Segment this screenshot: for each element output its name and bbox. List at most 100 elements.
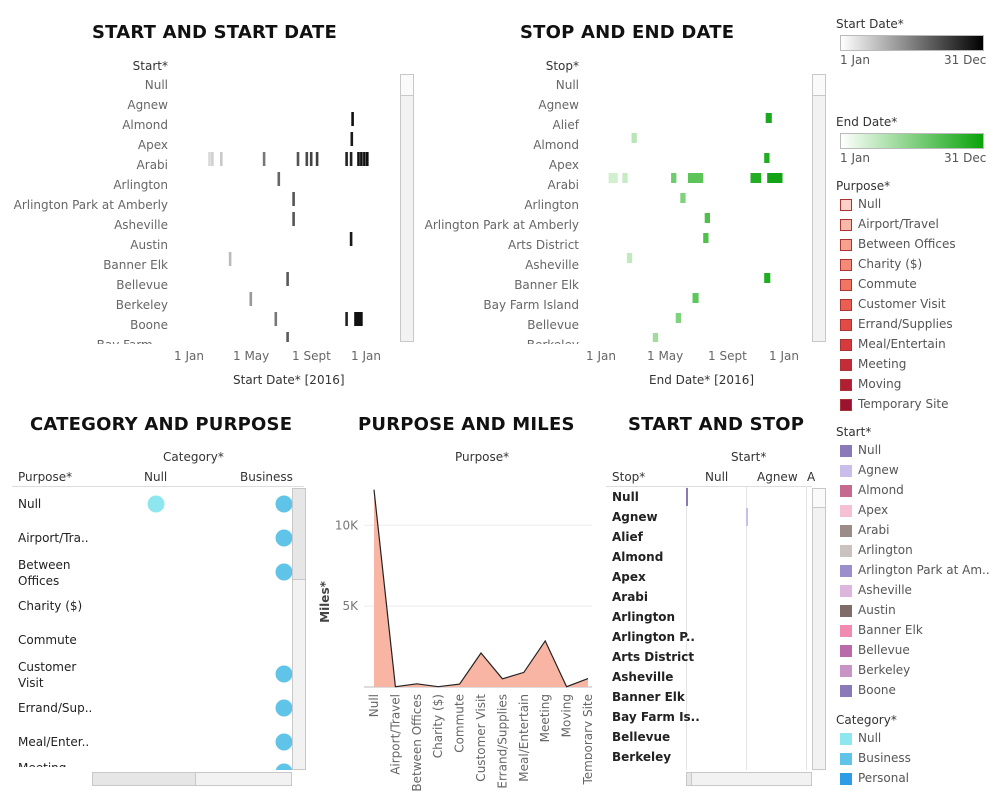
start-stop-row-label: Almond: [612, 550, 664, 564]
category-legend-swatch[interactable]: [840, 753, 852, 765]
start-date-mark: [211, 152, 214, 166]
start-col-null: Null: [705, 470, 729, 484]
scrollbar-thumb[interactable]: [293, 489, 305, 580]
scrollbar-thumb[interactable]: [813, 75, 825, 96]
start-legend-label[interactable]: Boone: [858, 683, 896, 697]
start-date-scrollbar[interactable]: [400, 74, 414, 342]
stop-row-label: Bellevue: [527, 318, 579, 332]
header-divider: [606, 486, 812, 487]
purpose-legend-label[interactable]: Airport/Travel: [858, 217, 939, 231]
start-row-label: Arabi: [136, 158, 168, 172]
start-legend-swatch[interactable]: [840, 525, 852, 537]
start-legend-label[interactable]: Berkeley: [858, 663, 911, 677]
start-row-label: Austin: [130, 238, 168, 252]
start-stop-row-label: Bellevue: [612, 730, 671, 744]
purpose-legend-label[interactable]: Moving: [858, 377, 902, 391]
purpose-legend-label[interactable]: Commute: [858, 277, 917, 291]
start-stop-row-label: Alief: [612, 530, 643, 544]
start-legend-swatch[interactable]: [840, 445, 852, 457]
purpose-row-header: Purpose*: [18, 470, 73, 484]
category-scrollbar-h[interactable]: [92, 772, 292, 786]
start-row-label: Banner Elk: [103, 258, 168, 272]
start-date-sheet-title: START AND START DATE: [92, 22, 337, 43]
x-tick-label: Meeting: [538, 694, 552, 742]
category-mark: [275, 763, 292, 770]
purpose-legend-swatch[interactable]: [840, 319, 852, 331]
start-legend-label[interactable]: Austin: [858, 603, 896, 617]
start-legend-label[interactable]: Arlington: [858, 543, 913, 557]
x-tick-label: Customer Visit: [474, 694, 488, 782]
start-legend-swatch[interactable]: [840, 665, 852, 677]
stop-row-label: Asheville: [525, 258, 579, 272]
purpose-legend-swatch[interactable]: [840, 279, 852, 291]
purpose-legend-label[interactable]: Temporary Site: [858, 397, 949, 411]
purpose-legend-swatch[interactable]: [840, 259, 852, 271]
category-legend-swatch[interactable]: [840, 733, 852, 745]
purpose-legend-swatch[interactable]: [840, 239, 852, 251]
start-legend-swatch[interactable]: [840, 585, 852, 597]
purpose-legend-label[interactable]: Between Offices: [858, 237, 956, 251]
start-row-label: Bellevue: [116, 278, 168, 292]
start-legend-label[interactable]: Null: [858, 443, 882, 457]
start-legend-label[interactable]: Almond: [858, 483, 904, 497]
category-legend-label[interactable]: Business: [858, 751, 911, 765]
stop-row-label: Arts District: [507, 238, 579, 252]
start-date-mark: [286, 272, 289, 286]
purpose-legend-swatch[interactable]: [840, 359, 852, 371]
start-date-axis-title: Start Date* [2016]: [233, 373, 345, 387]
start-legend-label[interactable]: Apex: [858, 503, 889, 517]
start-legend-swatch[interactable]: [840, 605, 852, 617]
start-legend-label[interactable]: Arlington Park at Am..: [858, 563, 990, 577]
purpose-legend-swatch[interactable]: [840, 299, 852, 311]
purpose-legend-label[interactable]: Errand/Supplies: [858, 317, 953, 331]
end-date-mark: [652, 333, 659, 342]
start-legend-swatch[interactable]: [840, 565, 852, 577]
scrollbar-thumb[interactable]: [687, 773, 692, 785]
end-date-mark: [765, 113, 772, 123]
stop-row-label: Arlington: [524, 198, 579, 212]
purpose-legend-label[interactable]: Null: [858, 197, 882, 211]
start-column-group: Start*: [731, 450, 767, 464]
start-legend-swatch[interactable]: [840, 505, 852, 517]
start-legend-label[interactable]: Arabi: [858, 523, 890, 537]
purpose-legend-swatch[interactable]: [840, 219, 852, 231]
start-legend-swatch[interactable]: [840, 645, 852, 657]
category-mark: [275, 699, 292, 717]
purpose-legend-label[interactable]: Meal/Entertain: [858, 337, 946, 351]
category-col-business: Business: [240, 470, 293, 484]
purpose-legend-swatch[interactable]: [840, 399, 852, 411]
start-legend-label[interactable]: Bellevue: [858, 643, 910, 657]
category-legend-swatch[interactable]: [840, 773, 852, 785]
scrollbar-thumb[interactable]: [813, 489, 825, 508]
start-legend-label[interactable]: Asheville: [858, 583, 912, 597]
start-legend-label[interactable]: Banner Elk: [858, 623, 923, 637]
start-legend-swatch[interactable]: [840, 465, 852, 477]
end-date-mark: [680, 193, 686, 203]
category-legend-label[interactable]: Null: [858, 731, 882, 745]
end-date-legend-title: End Date*: [836, 115, 898, 129]
category-purpose-plot: [147, 495, 292, 770]
purpose-legend-swatch[interactable]: [840, 379, 852, 391]
scrollbar-thumb[interactable]: [401, 75, 413, 96]
start-legend-label[interactable]: Agnew: [858, 463, 899, 477]
start-stop-sheet-title: START AND STOP: [628, 414, 805, 435]
start-date-mark: [228, 252, 232, 266]
purpose-legend-swatch[interactable]: [840, 339, 852, 351]
purpose-legend-swatch[interactable]: [840, 199, 852, 211]
start-stop-row-label: Arts District: [612, 650, 695, 664]
scrollbar-thumb[interactable]: [93, 773, 196, 785]
purpose-legend-label[interactable]: Charity ($): [858, 257, 923, 271]
start-legend-swatch[interactable]: [840, 625, 852, 637]
stop-date-scrollbar[interactable]: [812, 74, 826, 342]
category-legend-label[interactable]: Personal: [858, 771, 910, 785]
start-legend-swatch[interactable]: [840, 545, 852, 557]
purpose-row-label: Between Offices: [18, 558, 71, 588]
purpose-legend-label[interactable]: Customer Visit: [858, 297, 946, 311]
start-stop-scrollbar-v[interactable]: [812, 488, 826, 770]
end-date-mark: [631, 133, 637, 143]
purpose-legend-label[interactable]: Meeting: [858, 357, 907, 371]
start-legend-swatch[interactable]: [840, 485, 852, 497]
start-legend-swatch[interactable]: [840, 685, 852, 697]
category-scrollbar-v[interactable]: [292, 488, 306, 770]
start-stop-scrollbar-h[interactable]: [686, 772, 812, 786]
